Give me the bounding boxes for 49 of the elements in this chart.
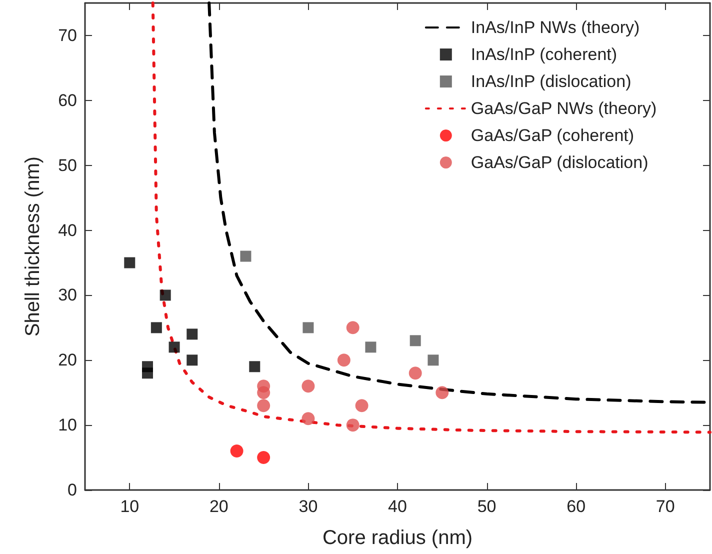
x-axis-title: Core radius (nm) bbox=[322, 527, 473, 549]
point bbox=[168, 342, 180, 353]
point bbox=[124, 257, 136, 268]
point bbox=[249, 361, 260, 372]
legend-label: GaAs/GaP NWs (theory) bbox=[470, 99, 657, 118]
x-tick-label: 40 bbox=[388, 497, 407, 516]
y-axis-title: Shell thickness (nm) bbox=[22, 156, 44, 337]
y-tick-label: 70 bbox=[58, 26, 77, 45]
point bbox=[257, 386, 270, 400]
point bbox=[365, 342, 376, 353]
point bbox=[428, 354, 439, 366]
legend-label: InAs/InP (dislocation) bbox=[470, 72, 632, 91]
y-tick-label: 60 bbox=[58, 90, 77, 110]
point bbox=[302, 380, 315, 393]
point bbox=[346, 321, 360, 334]
point bbox=[186, 328, 198, 340]
point bbox=[257, 451, 270, 464]
point bbox=[257, 399, 270, 412]
point bbox=[230, 444, 244, 458]
point bbox=[408, 366, 422, 380]
point bbox=[160, 290, 171, 301]
point bbox=[337, 354, 350, 367]
y-tick-label: 30 bbox=[58, 286, 77, 305]
point bbox=[436, 386, 449, 400]
legend-label: InAs/InP NWs (theory) bbox=[470, 18, 640, 37]
x-tick-label: 50 bbox=[477, 497, 496, 516]
point bbox=[302, 412, 315, 426]
x-tick-label: 30 bbox=[298, 497, 318, 516]
point bbox=[240, 250, 252, 262]
legend-label: InAs/InP (coherent) bbox=[470, 45, 618, 64]
point bbox=[346, 418, 360, 432]
point bbox=[150, 322, 162, 334]
y-tick-label: 50 bbox=[58, 156, 77, 175]
y-tick-label: 20 bbox=[58, 350, 77, 370]
point bbox=[355, 399, 368, 412]
legend-label: GaAs/GaP (coherent) bbox=[470, 126, 634, 145]
point bbox=[302, 322, 314, 334]
x-tick-label: 10 bbox=[120, 497, 140, 516]
y-tick-label: 40 bbox=[58, 220, 77, 240]
legend-label: GaAs/GaP (dislocation) bbox=[470, 153, 648, 172]
x-tick-label: 20 bbox=[209, 497, 228, 516]
point bbox=[186, 354, 198, 366]
x-tick-label: 70 bbox=[656, 497, 675, 516]
y-tick-label: 0 bbox=[68, 480, 77, 500]
y-tick-label: 10 bbox=[58, 416, 77, 435]
point bbox=[142, 361, 153, 372]
line-series bbox=[151, 2, 712, 434]
x-tick-label: 60 bbox=[566, 497, 586, 516]
point bbox=[410, 335, 421, 346]
